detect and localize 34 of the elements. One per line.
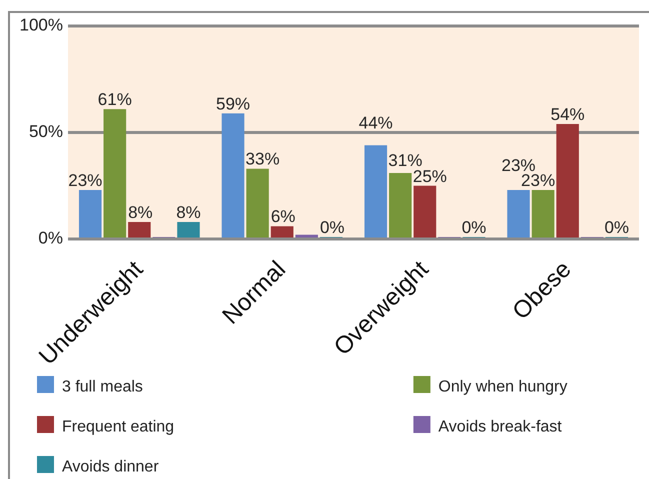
y-tick-label: 0% <box>38 228 63 248</box>
legend-label: Only when hungry <box>438 378 568 396</box>
data-label: 8% <box>128 202 153 222</box>
data-label: 59% <box>216 94 250 114</box>
bar <box>177 222 200 238</box>
bar <box>270 226 294 238</box>
bar <box>532 190 554 238</box>
y-tick-label: 100% <box>20 16 63 35</box>
data-label: 0% <box>320 218 345 237</box>
bar <box>414 186 436 238</box>
bar <box>128 222 151 238</box>
bar <box>246 168 269 238</box>
data-label: 54% <box>550 104 585 124</box>
legend-label: Frequent eating <box>62 418 174 436</box>
bar <box>104 109 126 238</box>
data-label: 6% <box>270 207 296 226</box>
data-label: 23% <box>68 171 102 190</box>
data-label: 61% <box>98 90 132 110</box>
bar <box>78 190 102 238</box>
data-label: 8% <box>176 202 201 222</box>
data-label: 0% <box>462 218 486 237</box>
bar <box>507 190 530 238</box>
bar <box>364 145 388 238</box>
data-label: 0% <box>604 218 630 237</box>
bar <box>556 124 579 238</box>
y-tick-label: 50% <box>28 122 63 142</box>
legend-label: Avoids dinner <box>62 458 160 476</box>
data-label: 44% <box>358 113 393 132</box>
bar <box>295 234 318 238</box>
bar <box>389 172 412 238</box>
legend-label: Avoids break-fast <box>438 418 562 436</box>
bar <box>222 113 244 238</box>
data-label: 33% <box>246 150 280 169</box>
legend-label: 3 full meals <box>62 378 143 396</box>
